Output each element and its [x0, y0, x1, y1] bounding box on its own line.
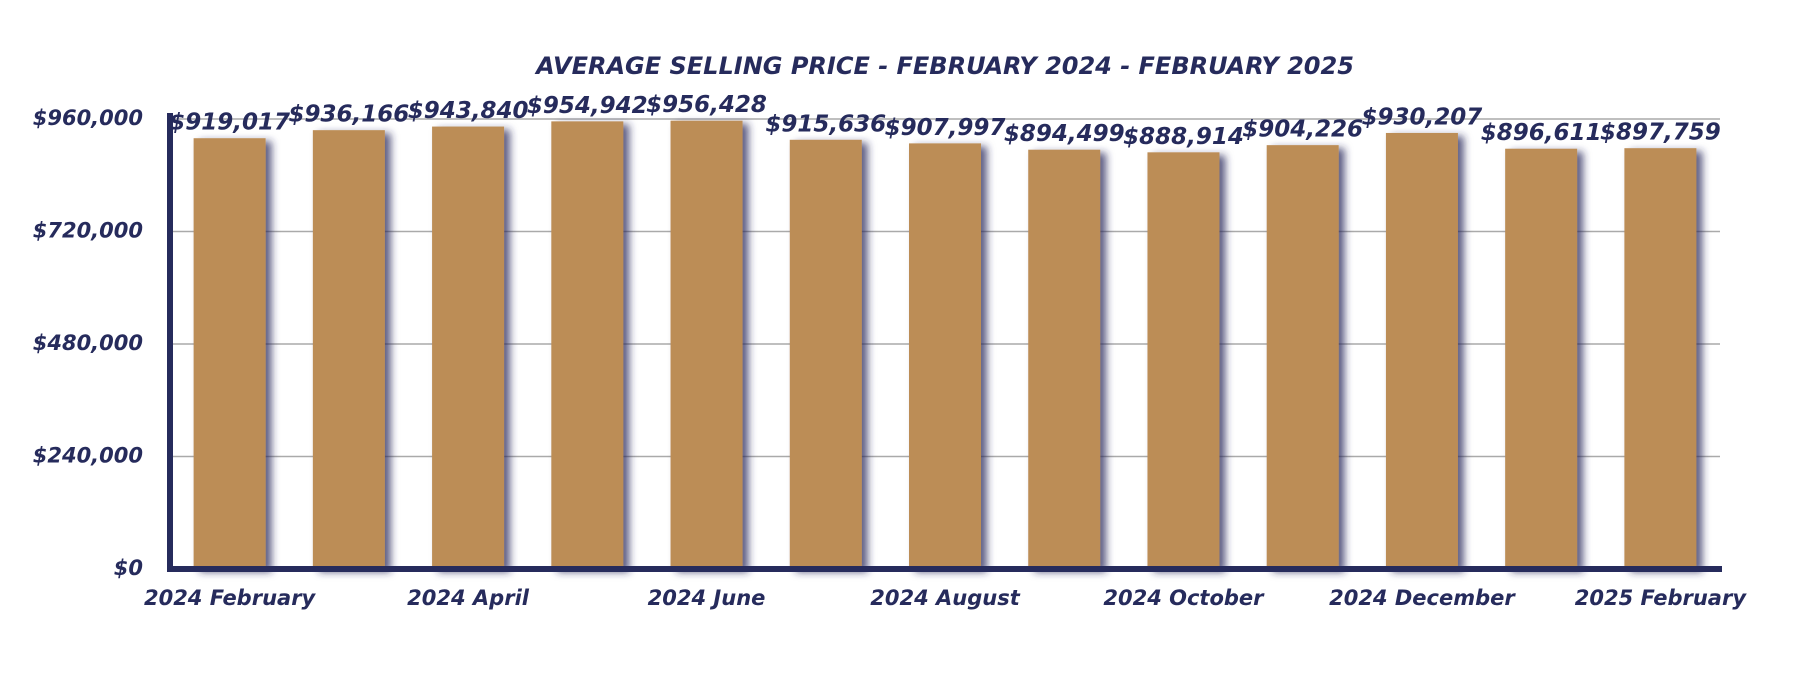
value-label: $915,636 [765, 111, 886, 137]
value-label: $897,759 [1600, 120, 1721, 146]
labels: $0 $240,000 $480,000 $720,000 $960,000 2024 F… [33, 92, 1748, 610]
chart-title: AVERAGE SELLING PRICE - FEBRUARY 2024 - … [534, 52, 1354, 80]
value-label: $943,840 [408, 98, 529, 124]
value-label: $956,428 [646, 92, 767, 118]
bar [1624, 148, 1697, 569]
value-label: $919,017 [169, 110, 290, 136]
bar [1266, 145, 1339, 570]
bar [1505, 148, 1578, 569]
y-tick-label: $0 [114, 556, 143, 580]
bar [670, 120, 743, 569]
bar [1028, 149, 1101, 569]
x-tick-label: 2024 October [1103, 586, 1265, 610]
bar [789, 139, 862, 569]
y-tick-label: $240,000 [33, 444, 143, 468]
bar [551, 121, 624, 569]
value-label: $954,942 [527, 93, 648, 119]
value-label: $936,166 [288, 102, 409, 128]
bar [312, 130, 385, 569]
x-tick-label: 2024 February [144, 586, 317, 610]
y-tick-label: $720,000 [33, 219, 143, 243]
x-tick-label: 2024 August [870, 586, 1020, 610]
x-tick-label: 2024 April [407, 586, 530, 610]
bar [193, 138, 266, 569]
bar [1147, 152, 1220, 569]
bars [193, 120, 1697, 570]
value-label: $896,611 [1481, 120, 1602, 146]
value-label: $930,207 [1362, 104, 1483, 130]
x-tick-label: 2024 December [1329, 586, 1516, 610]
value-label: $907,997 [885, 115, 1006, 141]
value-label: $904,226 [1242, 117, 1363, 143]
y-tick-label: $480,000 [33, 331, 143, 355]
value-label: $894,499 [1004, 121, 1125, 147]
x-tick-label: 2024 June [648, 586, 766, 610]
value-label: $888,914 [1123, 124, 1244, 150]
bar [909, 143, 981, 569]
x-tick-label: 2025 February [1575, 586, 1748, 610]
y-tick-label: $960,000 [33, 106, 143, 130]
bar [1385, 132, 1458, 570]
bar [432, 126, 505, 569]
